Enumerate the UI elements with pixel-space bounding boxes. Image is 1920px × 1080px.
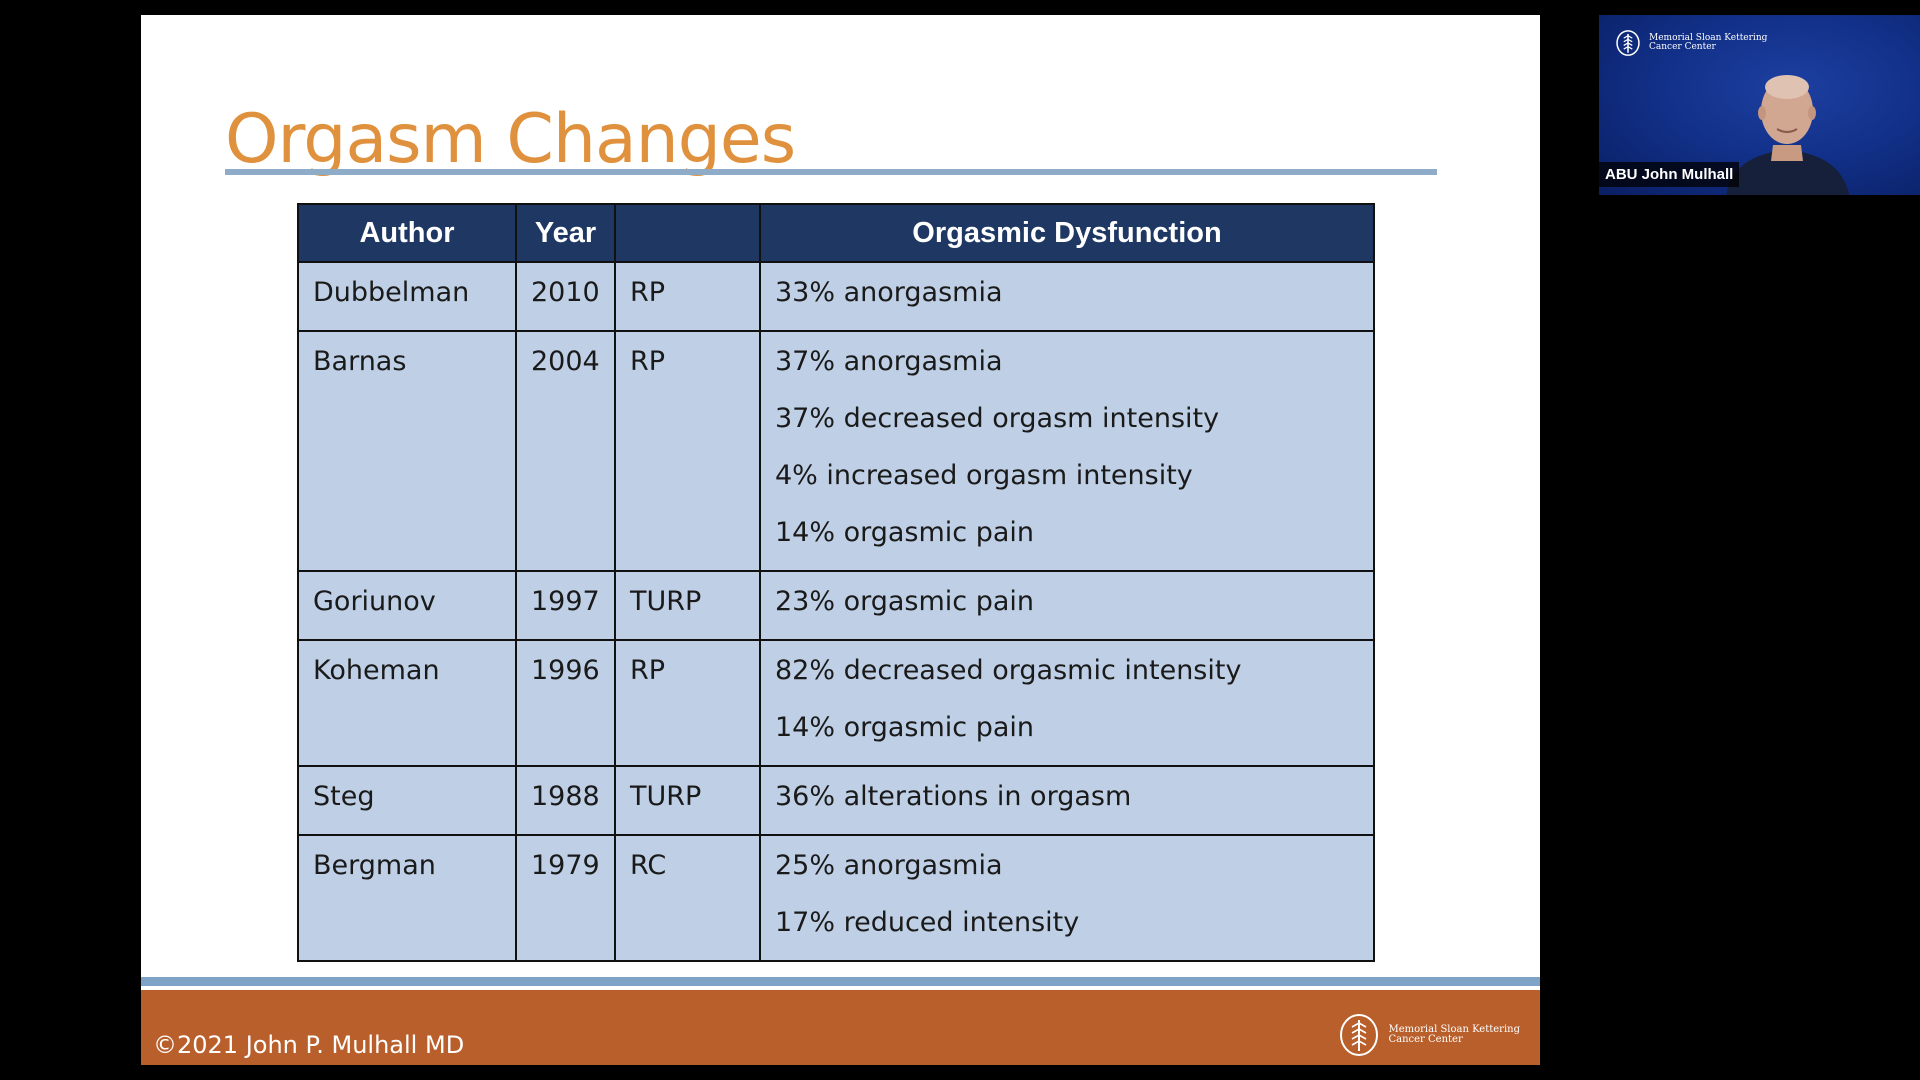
year-cell-text: 1997 xyxy=(531,586,600,617)
msk-logo-text: Memorial Sloan Kettering Cancer Center xyxy=(1388,1023,1520,1046)
author-cell-text: Koheman xyxy=(313,655,440,686)
findings-cell: 37% anorgasmia 37% decreased orgasm inten… xyxy=(759,330,1375,572)
finding-item: 23% orgasmic pain xyxy=(775,586,1035,617)
procedure-cell-text: RP xyxy=(630,346,666,377)
footer-gap xyxy=(141,986,1540,990)
year-cell-text: 2004 xyxy=(531,346,600,377)
table-body: Dubbelman 2010 RP 33% anorgasmia Barnas 2004 R… xyxy=(297,261,1375,962)
presentation-slide: Orgasm Changes Author Year Orgasmic Dysf… xyxy=(141,15,1540,1065)
finding-item: 33% anorgasmia xyxy=(775,277,1003,308)
finding-item: 36% alterations in orgasm xyxy=(775,781,1132,812)
footer-accent-band xyxy=(141,977,1540,986)
year-cell-text: 1979 xyxy=(531,850,600,881)
table-row: Barnas 2004 RP 37% anorgasmia 37% decreased … xyxy=(297,330,1375,572)
msk-logo-line2: Cancer Center xyxy=(1649,42,1716,52)
msk-logo-icon xyxy=(1340,1014,1379,1056)
finding-item: 37% decreased orgasm intensity xyxy=(775,403,1220,434)
year-cell: 2004 xyxy=(515,330,616,572)
table-row: Dubbelman 2010 RP 33% anorgasmia xyxy=(297,261,1375,332)
presenter-avatar xyxy=(1726,75,1850,195)
procedure-cell: TURP xyxy=(614,765,761,836)
table-row: Bergman 1979 RC 25% anorgasmia 17% reduced i… xyxy=(297,834,1375,962)
msk-logo-text: Memorial Sloan Kettering Cancer Center xyxy=(1649,32,1768,53)
author-cell: Barnas xyxy=(297,330,517,572)
procedure-cell-text: TURP xyxy=(630,781,702,812)
participant-name-label: ABU John Mulhall xyxy=(1599,162,1740,187)
author-cell-text: Steg xyxy=(313,781,375,812)
msk-logo-line2: Cancer Center xyxy=(1388,1034,1463,1045)
author-cell: Steg xyxy=(297,765,517,836)
year-cell: 2010 xyxy=(515,261,616,332)
procedure-cell-text: TURP xyxy=(630,586,702,617)
table-row: Koheman 1996 RP 82% decreased orgasmic inte… xyxy=(297,639,1375,767)
finding-item: 82% decreased orgasmic intensity xyxy=(775,655,1242,686)
msk-logo-line1: Memorial Sloan Kettering xyxy=(1649,32,1768,43)
author-cell-text: Goriunov xyxy=(313,586,436,617)
finding-item: 4% increased orgasm intensity xyxy=(775,460,1193,491)
msk-logo-line1: Memorial Sloan Kettering xyxy=(1388,1023,1520,1035)
year-cell: 1997 xyxy=(515,570,616,641)
msk-video-logo: Memorial Sloan Kettering Cancer Center xyxy=(1615,29,1767,57)
procedure-cell-text: RP xyxy=(630,277,666,308)
finding-item: 17% reduced intensity xyxy=(775,907,1080,938)
author-cell-text: Bergman xyxy=(313,850,436,881)
author-cell-text: Barnas xyxy=(313,346,407,377)
year-cell: 1988 xyxy=(515,765,616,836)
author-cell: Goriunov xyxy=(297,570,517,641)
header-author: Author xyxy=(297,203,517,263)
author-cell: Bergman xyxy=(297,834,517,962)
procedure-cell-text: RC xyxy=(630,850,667,881)
msk-logo-icon xyxy=(1616,30,1640,56)
findings-cell: 36% alterations in orgasm xyxy=(759,765,1375,836)
findings-cell: 25% anorgasmia 17% reduced intensity xyxy=(759,834,1375,962)
title-underline xyxy=(225,169,1437,175)
procedure-cell-text: RP xyxy=(630,655,666,686)
participant-video-tile[interactable]: Memorial Sloan Kettering Cancer Center A… xyxy=(1599,15,1920,195)
year-cell: 1996 xyxy=(515,639,616,767)
author-cell-text: Dubbelman xyxy=(313,277,470,308)
finding-item: 37% anorgasmia xyxy=(775,346,1003,377)
header-year: Year xyxy=(515,203,616,263)
table-row: Goriunov 1997 TURP 23% orgasmic pain xyxy=(297,570,1375,641)
finding-item: 14% orgasmic pain xyxy=(775,517,1035,548)
table-header-row: Author Year Orgasmic Dysfunction xyxy=(297,203,1375,263)
procedure-cell: RP xyxy=(614,639,761,767)
findings-cell: 23% orgasmic pain xyxy=(759,570,1375,641)
year-cell-text: 1996 xyxy=(531,655,600,686)
author-cell: Koheman xyxy=(297,639,517,767)
procedure-cell: RC xyxy=(614,834,761,962)
slide-title: Orgasm Changes xyxy=(225,100,796,179)
procedure-cell: RP xyxy=(614,261,761,332)
header-dysfunction: Orgasmic Dysfunction xyxy=(759,203,1375,263)
table-row: Steg 1988 TURP 36% alterations in orgasm xyxy=(297,765,1375,836)
copyright-text: ©2021 John P. Mulhall MD xyxy=(153,1031,465,1059)
studies-table: Author Year Orgasmic Dysfunction Dubbelm… xyxy=(297,203,1375,962)
year-cell-text: 2010 xyxy=(531,277,600,308)
author-cell: Dubbelman xyxy=(297,261,517,332)
header-procedure xyxy=(614,203,761,263)
procedure-cell: RP xyxy=(614,330,761,572)
msk-footer-logo: Memorial Sloan Kettering Cancer Center xyxy=(1338,1012,1520,1058)
finding-item: 25% anorgasmia xyxy=(775,850,1003,881)
procedure-cell: TURP xyxy=(614,570,761,641)
slide-footer: ©2021 John P. Mulhall MD Memorial Sloan … xyxy=(141,990,1540,1065)
year-cell: 1979 xyxy=(515,834,616,962)
findings-cell: 82% decreased orgasmic intensity 14% orga… xyxy=(759,639,1375,767)
year-cell-text: 1988 xyxy=(531,781,600,812)
findings-cell: 33% anorgasmia xyxy=(759,261,1375,332)
finding-item: 14% orgasmic pain xyxy=(775,712,1035,743)
